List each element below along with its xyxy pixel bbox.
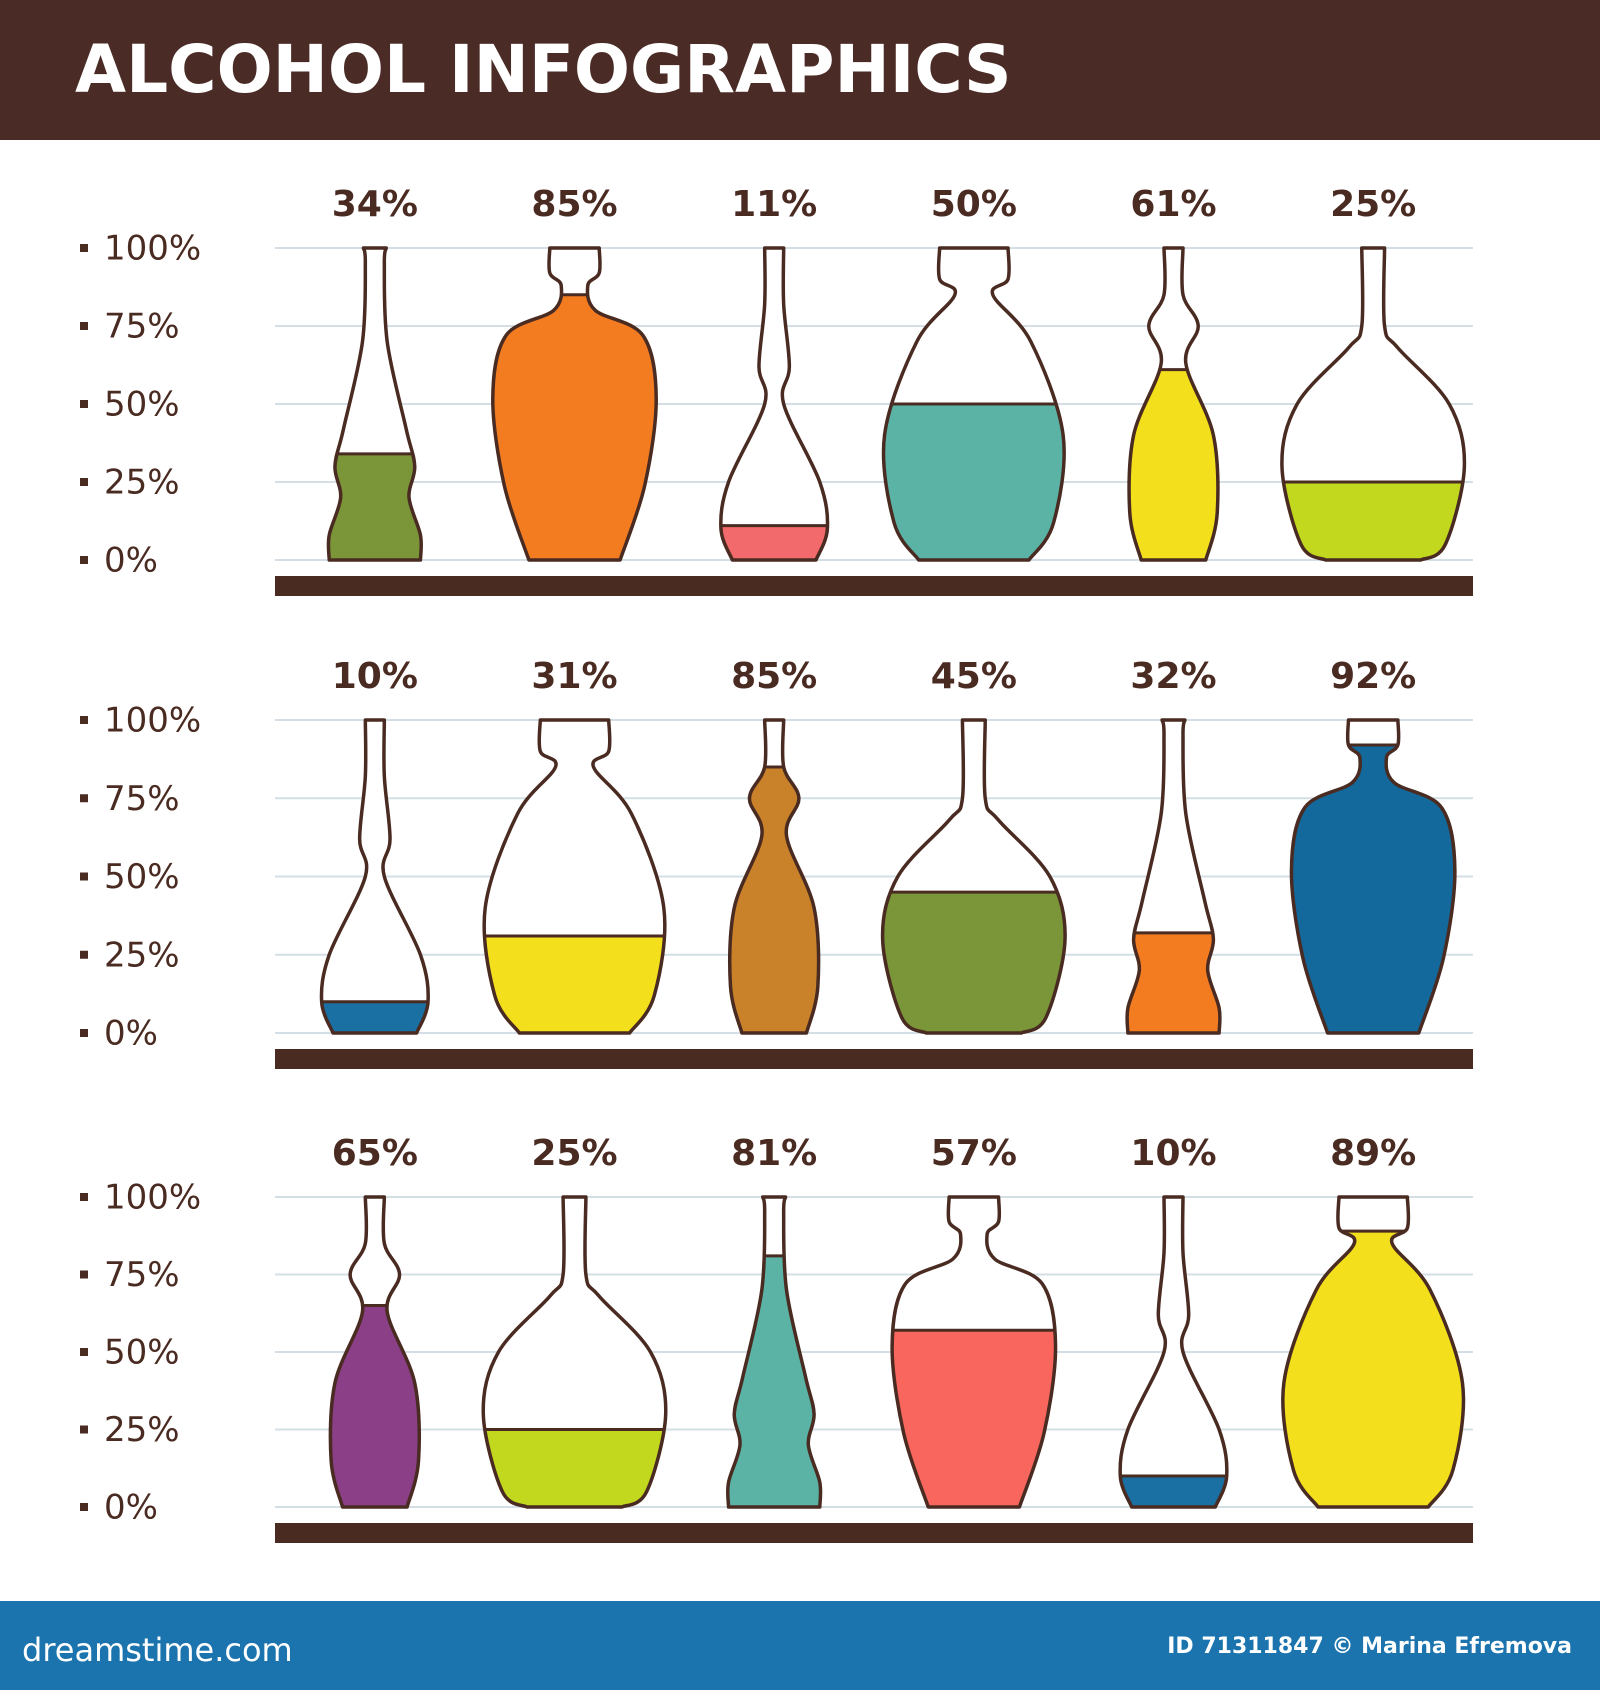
bottle-outline (1281, 1195, 1466, 1509)
bottle-body (321, 720, 429, 1033)
bottle-body (720, 248, 828, 560)
y-tick-label: 75% (104, 1255, 180, 1295)
tick-bullet (80, 556, 88, 564)
bottle-outline (328, 1195, 422, 1509)
value-label: 10% (1130, 1133, 1216, 1174)
bottle-outline (890, 1195, 1058, 1509)
liquid (729, 766, 819, 1033)
tick-bullet (80, 1425, 88, 1434)
bottle-outline (1289, 718, 1457, 1035)
liquid (321, 1001, 429, 1033)
value-label: 85% (731, 656, 817, 697)
bottle-outline (482, 718, 667, 1035)
liquid (1282, 1231, 1464, 1507)
liquid (727, 1255, 821, 1507)
y-tick-label: 0% (104, 541, 158, 581)
bottle-outline (719, 246, 830, 562)
y-tick-label: 25% (104, 1410, 180, 1450)
value-label: 10% (332, 656, 418, 697)
liquid (483, 1429, 666, 1507)
liquid (1291, 745, 1455, 1033)
value-label: 32% (1130, 656, 1216, 697)
tick-bullet (80, 794, 88, 803)
value-label: 11% (731, 184, 817, 225)
liquid (328, 453, 422, 560)
bottle-outline (326, 246, 424, 562)
bottle-outline (319, 718, 430, 1035)
y-tick-label: 50% (104, 385, 180, 425)
y-tick-label: 25% (104, 463, 180, 503)
liquid (1120, 1476, 1227, 1507)
tick-bullet (80, 322, 88, 330)
liquid (1281, 482, 1465, 560)
bottle-outline (1127, 246, 1220, 562)
value-label: 85% (531, 184, 617, 225)
bottle-outline (1280, 246, 1467, 562)
value-label: 92% (1330, 656, 1416, 697)
value-label: 25% (1330, 184, 1416, 225)
shelf (275, 1523, 1473, 1543)
value-label: 57% (931, 1133, 1017, 1174)
bottle-outline (725, 1195, 823, 1509)
value-label: 45% (931, 656, 1017, 697)
value-label: 89% (1330, 1133, 1416, 1174)
tick-bullet (80, 872, 88, 881)
bottle-outline (881, 246, 1066, 562)
bottle-outline (880, 718, 1067, 1035)
bottle-outline (481, 1195, 668, 1509)
footer-bar (0, 1601, 1600, 1690)
liquid (882, 892, 1066, 1033)
tick-bullet (80, 1348, 88, 1356)
shelf (275, 1049, 1473, 1069)
value-label: 31% (531, 656, 617, 697)
bottle-outline (1118, 1195, 1229, 1509)
tick-bullet (80, 1270, 88, 1279)
bottle-body (1120, 1197, 1227, 1507)
tick-bullet (80, 1029, 88, 1037)
value-label: 81% (731, 1133, 817, 1174)
liquid (1127, 932, 1220, 1033)
y-tick-label: 0% (104, 1014, 158, 1054)
value-label: 65% (332, 1133, 418, 1174)
title: ALCOHOL INFOGRAPHICS (75, 31, 1011, 108)
tick-bullet (80, 1503, 88, 1511)
value-label: 34% (332, 184, 418, 225)
bottle-outline (727, 718, 821, 1035)
tick-bullet (80, 716, 88, 724)
y-tick-label: 75% (104, 307, 180, 347)
y-tick-label: 100% (104, 1178, 201, 1218)
y-tick-label: 25% (104, 935, 180, 975)
y-tick-label: 100% (104, 229, 201, 269)
bottle-outline (1125, 718, 1222, 1035)
value-label: 25% (531, 1133, 617, 1174)
liquid (883, 404, 1065, 560)
liquid (484, 935, 665, 1033)
liquid (720, 525, 828, 560)
tick-bullet (80, 1193, 88, 1201)
liquid (892, 1330, 1056, 1507)
y-tick-label: 100% (104, 701, 201, 741)
liquid (1129, 369, 1218, 560)
bottle-outline (491, 246, 658, 562)
tick-bullet (80, 478, 88, 486)
y-tick-label: 50% (104, 1333, 180, 1373)
tick-bullet (80, 244, 88, 252)
liquid (330, 1305, 420, 1507)
tick-bullet (80, 400, 88, 408)
y-tick-label: 50% (104, 857, 180, 897)
y-tick-label: 0% (104, 1488, 158, 1528)
liquid (492, 294, 657, 560)
y-tick-label: 75% (104, 779, 180, 819)
value-label: 61% (1130, 184, 1216, 225)
footer-site: dreamstime.com (22, 1631, 293, 1669)
tick-bullet (80, 950, 88, 959)
value-label: 50% (931, 184, 1017, 225)
shelf (275, 576, 1473, 596)
header-bar (0, 0, 1600, 140)
footer-credit: ID 71311847 © Marina Efremova (1167, 1634, 1572, 1659)
